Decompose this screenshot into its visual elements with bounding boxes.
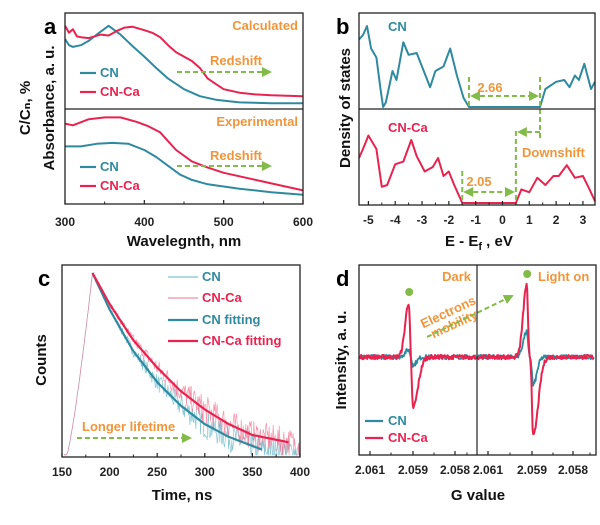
legend-cnca: CN-Ca (388, 430, 428, 445)
light-on-label: Light on (538, 269, 589, 284)
x-tick-label: 0 (499, 213, 506, 227)
legend-cnca-top: CN-Ca (100, 84, 140, 99)
x-tick-label: 300 (55, 215, 75, 229)
x-tick-label: -3 (417, 213, 428, 227)
x-axis-label: Time, ns (152, 487, 213, 504)
dark-label: Dark (442, 269, 472, 284)
epr-cnca-light (477, 282, 595, 436)
x-tick-label: 150 (52, 465, 72, 479)
legend-cn-bottom: CN (100, 159, 119, 174)
legend-cn-fitting: CN fitting (202, 312, 261, 327)
peak-marker-dot (405, 288, 414, 296)
dos-cnca (358, 134, 596, 204)
legend-cn: CN (202, 269, 221, 284)
x-tick-label: 3 (580, 213, 587, 227)
x-tick-label: 400 (290, 465, 310, 479)
y-axis-outer-label: C/Cₙ, % (17, 81, 34, 135)
legend-cnca-fitting: CN-Ca fitting (202, 333, 281, 348)
series-cnca-calculated (64, 25, 304, 98)
x-tick-label: 400 (134, 215, 154, 229)
panel-letter: c (38, 266, 50, 291)
downshift-annotation: Downshift (522, 145, 585, 160)
y-axis-label: Intensity, a. u. (333, 311, 350, 410)
y-axis-label: Absorbance, a. u. (41, 45, 58, 170)
panel-c: c Counts Time, ns Longer lifetime CN CN-… (33, 264, 310, 504)
panel-letter: a (44, 14, 57, 39)
x-axis-label: G value (451, 487, 505, 504)
x-tick-label: 1 (526, 213, 533, 227)
fit-cn (91, 272, 263, 451)
band-gap-cnca: 2.05 (466, 174, 491, 189)
panel-letter: d (336, 266, 349, 291)
x-tick-label: 250 (147, 465, 167, 479)
panel-letter: b (336, 14, 349, 39)
epr-cnca-dark (359, 303, 477, 409)
x-tick-label: -1 (470, 213, 481, 227)
y-axis-label: Counts (33, 334, 50, 386)
x-tick-label: -4 (390, 213, 401, 227)
fit-cnca (91, 272, 289, 444)
subplot-title-experimental: Experimental (216, 114, 298, 129)
x-tick-label: 200 (100, 465, 120, 479)
series-cn-experimental (65, 141, 304, 196)
x-tick-label: -5 (363, 213, 374, 227)
series-cn-calculated (64, 24, 303, 105)
x-axis-label: Wavelegnth, nm (127, 233, 241, 250)
subplot-title-calculated: Calculated (232, 18, 298, 33)
x-tick-label: 2.058 (558, 463, 588, 477)
peak-marker-dot (523, 270, 532, 278)
x-tick-label: 2 (553, 213, 560, 227)
dos-cn (358, 25, 596, 108)
x-tick-label: 300 (195, 465, 215, 479)
x-tick-label: 2.058 (440, 463, 470, 477)
series-cnca-experimental (64, 116, 304, 192)
x-tick-label: 2.061 (355, 463, 385, 477)
legend-cn-top: CN (100, 65, 119, 80)
y-axis-label: Density of states (337, 48, 354, 168)
x-tick-label: 600 (293, 215, 313, 229)
x-axis-label: E - Ef , eV (445, 233, 513, 253)
lifetime-annotation: Longer lifetime (82, 419, 175, 434)
x-tick-label: 2.061 (473, 463, 503, 477)
x-tick-label: 350 (242, 465, 262, 479)
legend-cnca-bottom: CN-Ca (100, 178, 140, 193)
panel-a: a C/Cₙ, % Absorbance, a. u. Wavelegnth, … (17, 12, 313, 250)
redshift-annotation-bottom: Redshift (210, 148, 263, 163)
x-tick-label: 500 (214, 215, 234, 229)
x-tick-label: -2 (444, 213, 455, 227)
redshift-annotation-top: Redshift (210, 53, 263, 68)
label-cn: CN (388, 19, 407, 34)
legend-cnca: CN-Ca (202, 290, 242, 305)
label-cnca: CN-Ca (388, 120, 428, 135)
x-tick-label: 2.059 (517, 463, 547, 477)
panel-d: d Intensity, a. u. G value Dark Light on… (333, 264, 597, 504)
panel-b: b Density of states E - Ef , eV CN CN-Ca… (336, 12, 596, 253)
legend-cn: CN (388, 413, 407, 428)
x-tick-label: 2.059 (398, 463, 428, 477)
band-gap-cn: 2.66 (477, 80, 502, 95)
